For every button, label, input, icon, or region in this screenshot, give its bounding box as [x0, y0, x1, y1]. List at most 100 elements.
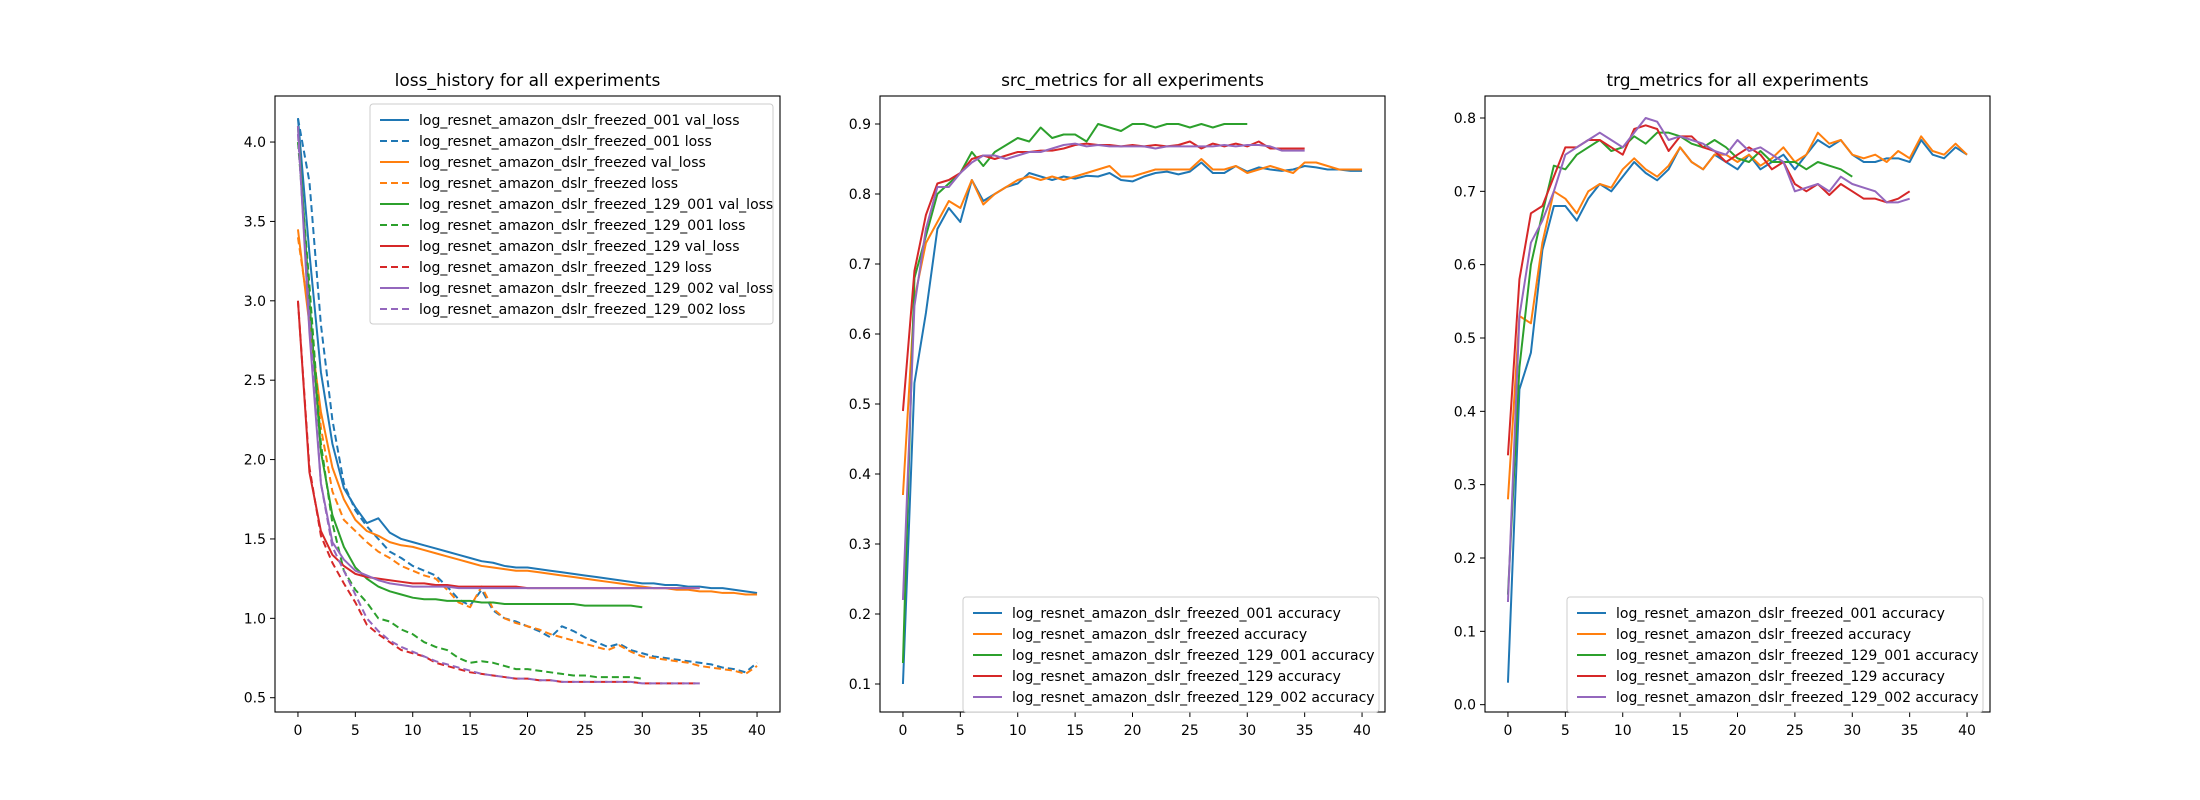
x-tick-label: 0 — [898, 723, 907, 739]
x-tick-label: 5 — [1561, 723, 1570, 739]
y-tick-label: 0.3 — [1454, 478, 1476, 494]
legend-label: log_resnet_amazon_dslr_freezed_129_001 l… — [419, 218, 745, 234]
y-tick-label: 3.0 — [244, 294, 266, 310]
legend-box — [1566, 596, 1984, 713]
y-tick-label: 0.5 — [849, 397, 871, 413]
y-tick-label: 0.9 — [849, 117, 871, 133]
y-tick-label: 0.3 — [849, 537, 871, 553]
x-tick-label: 15 — [1066, 723, 1084, 739]
legend-label: log_resnet_amazon_dslr_freezed_001 loss — [419, 134, 712, 150]
legend-box — [369, 103, 774, 325]
y-tick-label: 0.2 — [1454, 551, 1476, 567]
legend-label: log_resnet_amazon_dslr_freezed_129 accur… — [1012, 669, 1341, 685]
chart-title: src_metrics for all experiments — [1001, 71, 1264, 91]
series-group — [296, 118, 758, 685]
x-tick-label: 25 — [1786, 723, 1804, 739]
y-tick-label: 4.0 — [244, 135, 266, 151]
y-tick-label: 1.0 — [244, 611, 266, 627]
series-line-1 — [296, 118, 758, 594]
y-tick-label: 0.4 — [1454, 404, 1476, 420]
chart-panel-3: trg_metrics for all experiments 0 5 10 15 20 2… — [1454, 71, 1991, 739]
x-tick-label: 5 — [351, 723, 360, 739]
y-tick-label: 2.5 — [244, 373, 266, 389]
legend-label: log_resnet_amazon_dslr_freezed accuracy — [1012, 627, 1307, 643]
legend-label: log_resnet_amazon_dslr_freezed_001 val_l… — [419, 113, 740, 129]
x-tick-label: 35 — [1296, 723, 1314, 739]
x-tick-label: 10 — [1614, 723, 1632, 739]
legend-label: log_resnet_amazon_dslr_freezed_129_001 a… — [1012, 648, 1375, 664]
x-tick-label: 35 — [1901, 723, 1919, 739]
legend-label: log_resnet_amazon_dslr_freezed_129 loss — [419, 260, 712, 276]
series-line-4 — [901, 140, 1305, 412]
legend-label: log_resnet_amazon_dslr_freezed_001 accur… — [1012, 606, 1341, 622]
legend-label: log_resnet_amazon_dslr_freezed loss — [419, 176, 678, 192]
legend: log_resnet_amazon_dslr_freezed_001 accur… — [1566, 596, 1984, 713]
y-tick-label: 0.7 — [849, 257, 871, 273]
series-line-3 — [296, 229, 758, 596]
x-tick-label: 30 — [1843, 723, 1861, 739]
y-tick-label: 0.7 — [1454, 184, 1476, 200]
y-tick-label: 0.5 — [244, 691, 266, 707]
chart-panel-2: src_metrics for all experiments 0 5 10 15 20 2… — [849, 71, 1386, 739]
legend-label: log_resnet_amazon_dslr_freezed_001 accur… — [1616, 606, 1945, 622]
series-line-2 — [901, 158, 1363, 496]
series-line-9 — [296, 126, 700, 590]
legend-label: log_resnet_amazon_dslr_freezed val_loss — [419, 155, 706, 171]
series-line-5 — [1506, 117, 1910, 603]
y-tick-label: 2.0 — [244, 453, 266, 469]
series-group — [901, 123, 1363, 685]
series-group — [1506, 117, 1968, 683]
y-tick-label: 0.5 — [1454, 331, 1476, 347]
chart-panel-1: loss_history for all experiments 0 5 10 15 20… — [244, 71, 781, 739]
x-tick-label: 10 — [1009, 723, 1027, 739]
legend-label: log_resnet_amazon_dslr_freezed_129_002 v… — [419, 281, 773, 297]
legend-label: log_resnet_amazon_dslr_freezed_129_002 a… — [1616, 690, 1979, 706]
series-line-5 — [901, 142, 1305, 601]
y-tick-label: 0.6 — [849, 327, 871, 343]
y-tick-label: 0.2 — [849, 607, 871, 623]
y-tick-label: 1.5 — [244, 532, 266, 548]
series-line-4 — [296, 237, 758, 675]
x-tick-label: 10 — [404, 723, 422, 739]
x-tick-label: 0 — [293, 723, 302, 739]
series-line-2 — [1506, 131, 1968, 500]
chart-title: trg_metrics for all experiments — [1606, 71, 1868, 91]
y-tick-label: 0.4 — [849, 467, 871, 483]
x-tick-label: 20 — [519, 723, 537, 739]
y-tick-label: 0.8 — [1454, 111, 1476, 127]
legend: log_resnet_amazon_dslr_freezed_001 val_l… — [369, 103, 774, 325]
x-tick-label: 5 — [956, 723, 965, 739]
x-tick-label: 40 — [748, 723, 766, 739]
series-line-6 — [296, 141, 643, 680]
x-tick-label: 15 — [461, 723, 479, 739]
y-tick-label: 0.6 — [1454, 258, 1476, 274]
x-tick-label: 20 — [1124, 723, 1142, 739]
legend-label: log_resnet_amazon_dslr_freezed_129 val_l… — [419, 239, 740, 255]
legend: log_resnet_amazon_dslr_freezed_001 accur… — [962, 596, 1380, 713]
x-tick-label: 0 — [1503, 723, 1512, 739]
y-tick-label: 0.1 — [849, 677, 871, 693]
y-tick-label: 0.0 — [1454, 698, 1476, 714]
legend-label: log_resnet_amazon_dslr_freezed_129_001 v… — [419, 197, 773, 213]
y-tick-label: 0.8 — [849, 187, 871, 203]
x-tick-label: 20 — [1729, 723, 1747, 739]
legend-box — [962, 596, 1380, 713]
x-tick-label: 15 — [1671, 723, 1689, 739]
legend-label: log_resnet_amazon_dslr_freezed_129_002 l… — [419, 302, 745, 318]
x-tick-label: 40 — [1353, 723, 1371, 739]
y-tick-label: 0.1 — [1454, 624, 1476, 640]
x-tick-label: 30 — [633, 723, 651, 739]
series-line-5 — [296, 126, 643, 609]
legend-label: log_resnet_amazon_dslr_freezed accuracy — [1616, 627, 1911, 643]
series-line-3 — [1506, 131, 1853, 595]
series-line-7 — [296, 300, 700, 590]
legend-label: log_resnet_amazon_dslr_freezed_129 accur… — [1616, 669, 1945, 685]
series-line-4 — [1506, 124, 1911, 456]
legend-label: log_resnet_amazon_dslr_freezed_129_002 a… — [1012, 690, 1375, 706]
y-tick-label: 3.5 — [244, 214, 266, 230]
series-line-8 — [296, 300, 700, 685]
x-tick-label: 30 — [1238, 723, 1256, 739]
x-tick-label: 40 — [1958, 723, 1976, 739]
x-tick-label: 35 — [691, 723, 709, 739]
